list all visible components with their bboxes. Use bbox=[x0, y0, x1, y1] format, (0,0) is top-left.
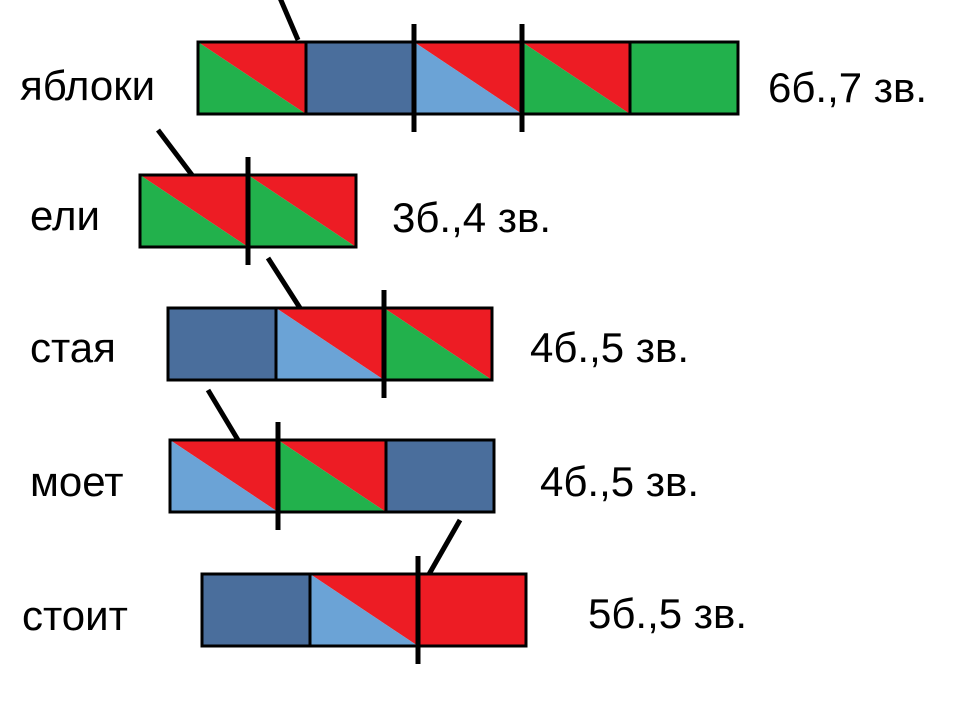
phonetic-diagram: яблоки 6б.,7 зв. ели 3б.,4 зв. стая 4б.,5 зв.… bbox=[0, 0, 960, 720]
sound-cell bbox=[202, 574, 310, 646]
word-label: моет bbox=[30, 458, 123, 505]
sound-cell bbox=[306, 42, 414, 114]
sound-cell bbox=[386, 440, 494, 512]
sound-bar bbox=[168, 308, 492, 380]
stress-mark bbox=[208, 390, 238, 440]
stress-mark bbox=[158, 130, 192, 175]
count-label: 5б.,5 зв. bbox=[588, 590, 747, 637]
count-label: 3б.,4 зв. bbox=[392, 194, 551, 241]
stress-mark bbox=[428, 520, 460, 576]
count-label: 4б.,5 зв. bbox=[530, 324, 689, 371]
word-label: стоит bbox=[22, 592, 128, 639]
sound-bar bbox=[202, 574, 526, 646]
word-label: ели bbox=[30, 192, 100, 239]
sound-cell bbox=[168, 308, 276, 380]
sound-cell bbox=[630, 42, 738, 114]
sound-bar bbox=[198, 42, 738, 114]
word-label: стая bbox=[30, 324, 116, 371]
count-label: 6б.,7 зв. bbox=[768, 64, 927, 111]
stress-mark bbox=[268, 0, 298, 40]
stress-mark bbox=[268, 258, 300, 308]
count-label: 4б.,5 зв. bbox=[540, 458, 699, 505]
word-label: яблоки bbox=[20, 62, 155, 109]
sound-cell bbox=[418, 574, 526, 646]
sound-bar bbox=[170, 440, 494, 512]
